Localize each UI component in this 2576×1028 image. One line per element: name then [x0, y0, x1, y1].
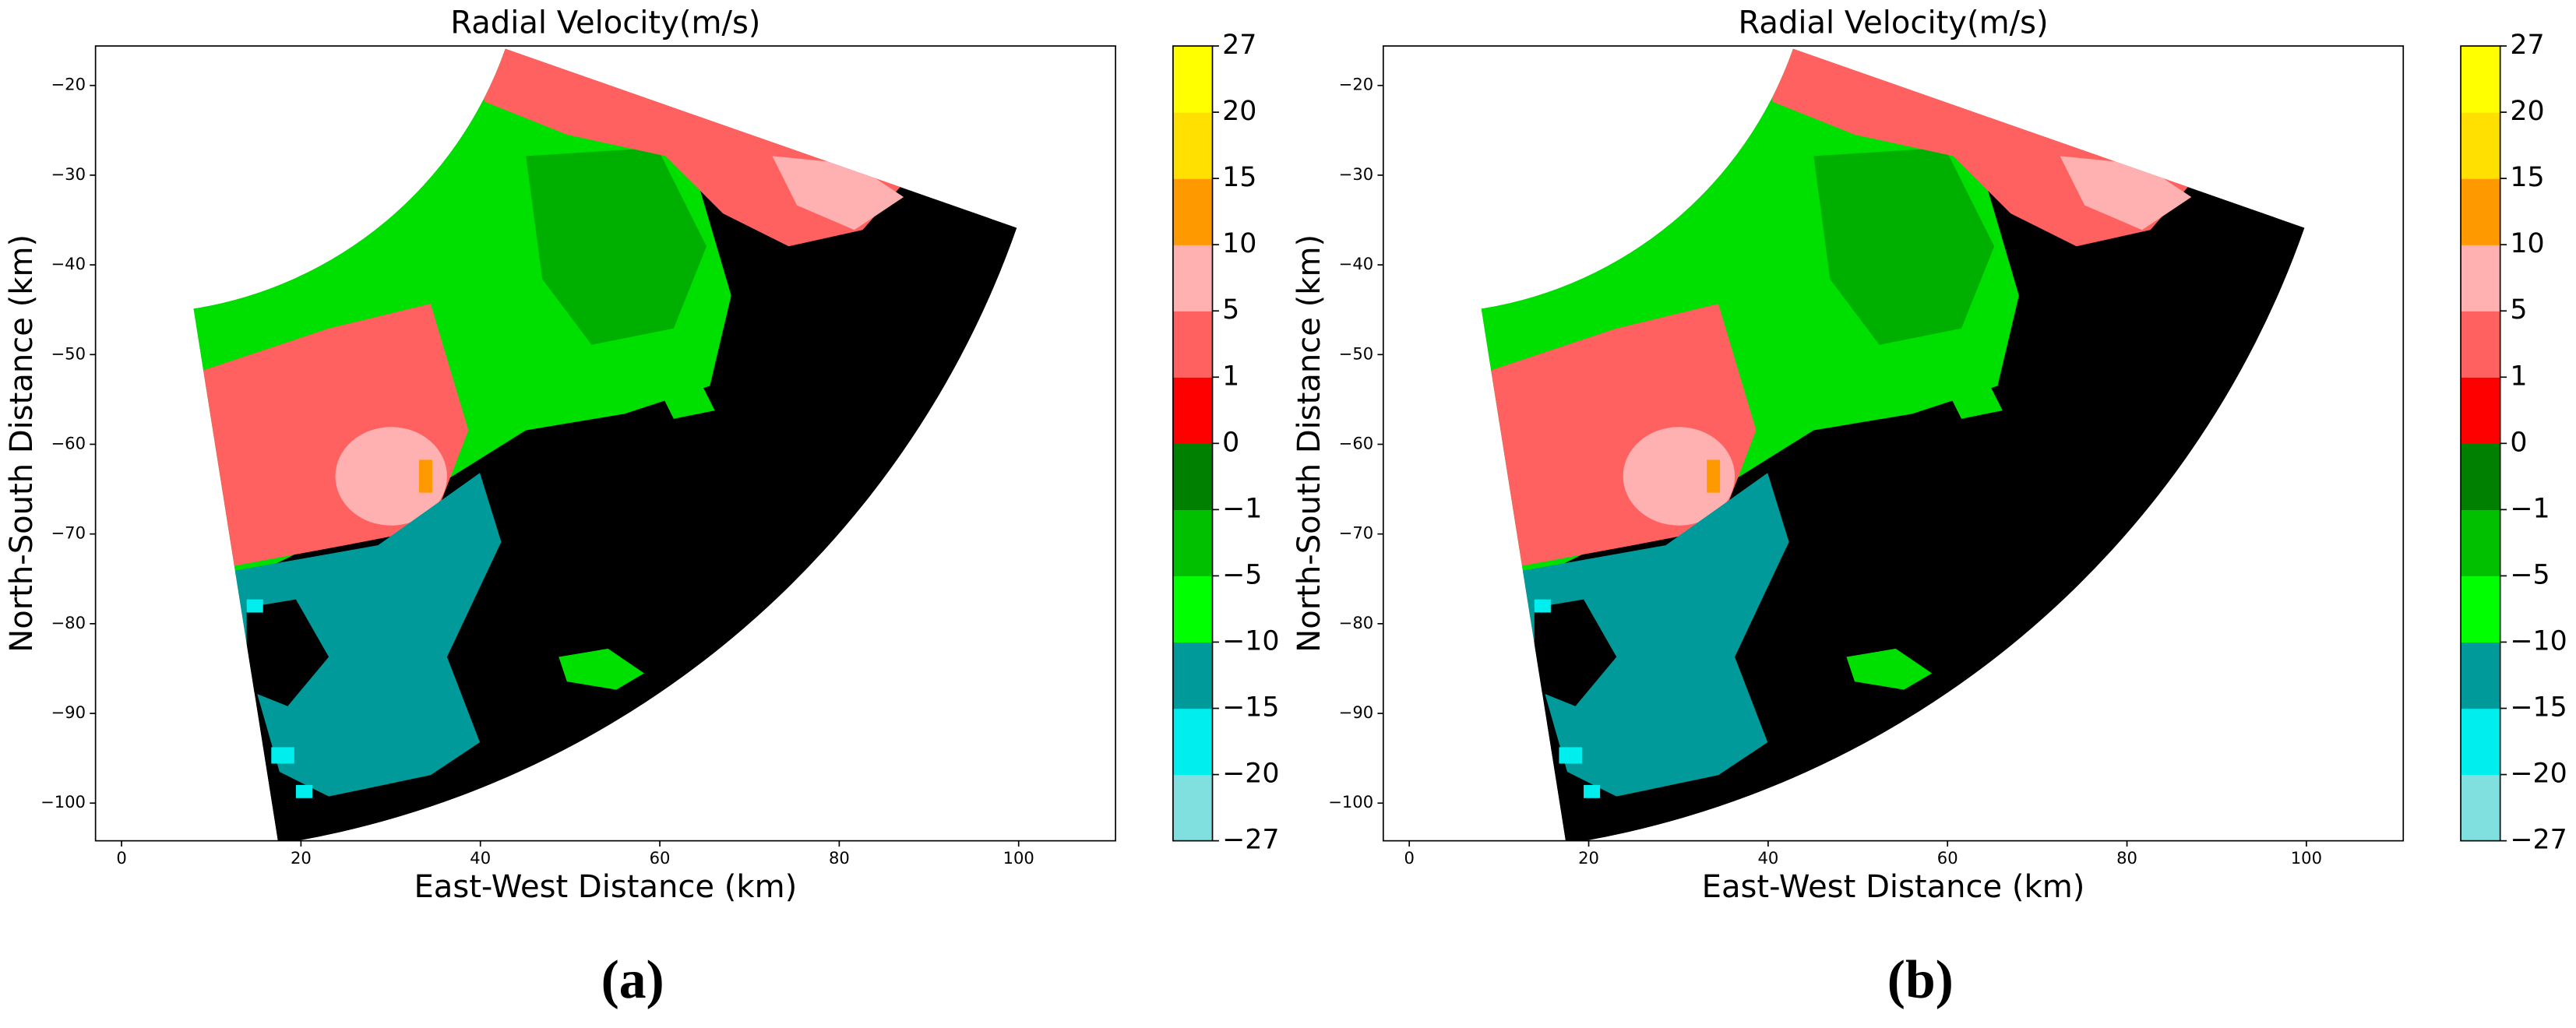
colorbar-segment [1172, 642, 1213, 709]
colorbar-tick-label: 27 [2510, 30, 2544, 61]
y-tick-label: −100 [1328, 792, 1373, 811]
caption: (b) [1887, 950, 1954, 1010]
plot-area [1481, 48, 2305, 841]
x-tick-label: 0 [1404, 848, 1414, 868]
colorbar-segment [2461, 311, 2500, 378]
y-axis-label: North-South Distance (km) [4, 234, 40, 653]
colorbar-segment [2461, 46, 2500, 113]
colorbar-segment [1172, 774, 1213, 842]
colorbar-tick-label: 5 [1222, 294, 1239, 326]
colorbar-tick-label: 20 [1222, 96, 1256, 127]
y-tick-label: −30 [1339, 164, 1373, 184]
colorbar-tick-label: −5 [2510, 559, 2550, 590]
colorbar-tick-label: −1 [2510, 493, 2550, 524]
colorbar-tick-label: 20 [2510, 96, 2544, 127]
colorbar-tick-label: 1 [2510, 361, 2527, 392]
x-tick-label: 20 [291, 848, 312, 868]
y-tick-label: −70 [51, 523, 86, 543]
axes-frame [1382, 45, 2405, 842]
colorbar-segment [1172, 377, 1213, 444]
colorbar-tick-label: −10 [1222, 625, 1279, 657]
caption: (a) [601, 950, 664, 1010]
colorbar-tick-label: 27 [1222, 30, 1256, 61]
colorbar-tick-label: −1 [1222, 493, 1262, 524]
colorbar-tick-label: 15 [2510, 162, 2544, 193]
y-tick-label: −20 [51, 75, 86, 94]
colorbar-tick-label: 10 [2510, 228, 2544, 259]
chart-title: Radial Velocity(m/s) [450, 5, 760, 41]
colorbar-segment [2461, 443, 2500, 511]
colorbar-segment [2461, 377, 2500, 444]
colorbar-segment [1172, 708, 1213, 776]
colorbar-tick-label: −15 [2510, 692, 2567, 723]
x-tick-label: 20 [1578, 848, 1599, 868]
colorbar-segment [1172, 576, 1213, 643]
colorbar-segment [2461, 708, 2500, 776]
colorbar-tick-label: −27 [2510, 825, 2567, 856]
colorbar-segment [1172, 509, 1213, 577]
colorbar-tick-label: −5 [1222, 559, 1262, 590]
x-tick-label: 40 [1757, 848, 1778, 868]
y-tick-label: −60 [1339, 433, 1373, 452]
colorbar-segment [1172, 443, 1213, 511]
panel: 0 20 40 60 80 100−20−30−40−50−60−70−80−90−100… [1292, 5, 2567, 1011]
y-axis-label: North-South Distance (km) [1292, 234, 1327, 653]
y-tick-label: −90 [51, 702, 86, 722]
y-tick-label: −80 [1339, 613, 1373, 632]
panel: 0 20 40 60 80 100−20−30−40−50−60−70−80−90−100… [4, 5, 1280, 1011]
y-tick-label: −80 [51, 613, 86, 632]
x-tick-label: 60 [650, 848, 671, 868]
colorbar-segment [2461, 178, 2500, 245]
x-tick-label: 80 [2116, 848, 2137, 868]
colorbar-segment [1172, 178, 1213, 245]
y-tick-label: −70 [1339, 523, 1373, 543]
colorbar-tick-label: 1 [1222, 361, 1239, 392]
y-tick-label: −30 [51, 164, 86, 184]
colorbar-tick-label: 15 [1222, 162, 1256, 193]
colorbar-segment [2461, 576, 2500, 643]
colorbar-tick-label: −10 [2510, 625, 2567, 657]
colorbar-tick-label: 10 [1222, 228, 1256, 259]
y-tick-label: −60 [51, 433, 86, 452]
x-tick-label: 80 [829, 848, 850, 868]
radar-field [193, 48, 1017, 841]
y-tick-label: −20 [1339, 75, 1373, 94]
y-tick-label: −100 [41, 792, 86, 811]
x-tick-label: 60 [1937, 848, 1958, 868]
x-axis-label: East-West Distance (km) [1702, 869, 2085, 905]
y-tick-label: −40 [1339, 254, 1373, 273]
x-tick-label: 100 [1003, 848, 1034, 868]
colorbar-segment [2461, 112, 2500, 179]
colorbar-tick-label: −27 [1222, 825, 1279, 856]
colorbar-segment [2461, 642, 2500, 709]
y-tick-label: −40 [51, 254, 86, 273]
colorbar-segment [2461, 774, 2500, 842]
x-tick-label: 100 [2291, 848, 2322, 868]
x-tick-label: 0 [116, 848, 126, 868]
y-tick-label: −50 [51, 343, 86, 363]
colorbar-segment [1172, 245, 1213, 312]
colorbar-segment [1172, 311, 1213, 378]
colorbar-segment [2461, 245, 2500, 312]
colorbar-tick-label: 5 [2510, 294, 2527, 326]
colorbar-tick-label: 0 [2510, 427, 2527, 458]
chart-title: Radial Velocity(m/s) [1738, 5, 2048, 41]
colorbar-tick-label: 0 [1222, 427, 1239, 458]
colorbar-segment [1172, 112, 1213, 179]
colorbar-segment [1172, 46, 1213, 113]
plot-area [193, 48, 1017, 841]
colorbar-tick-label: −20 [1222, 759, 1279, 790]
axes-frame [94, 45, 1116, 842]
y-tick-label: −50 [1339, 343, 1373, 363]
colorbar-segment [2461, 509, 2500, 577]
y-tick-label: −90 [1339, 702, 1373, 722]
x-tick-label: 40 [470, 848, 491, 868]
x-axis-label: East-West Distance (km) [414, 869, 798, 905]
colorbar-tick-label: −15 [1222, 692, 1279, 723]
colorbar-tick-label: −20 [2510, 759, 2567, 790]
radar-field [1481, 48, 2305, 841]
